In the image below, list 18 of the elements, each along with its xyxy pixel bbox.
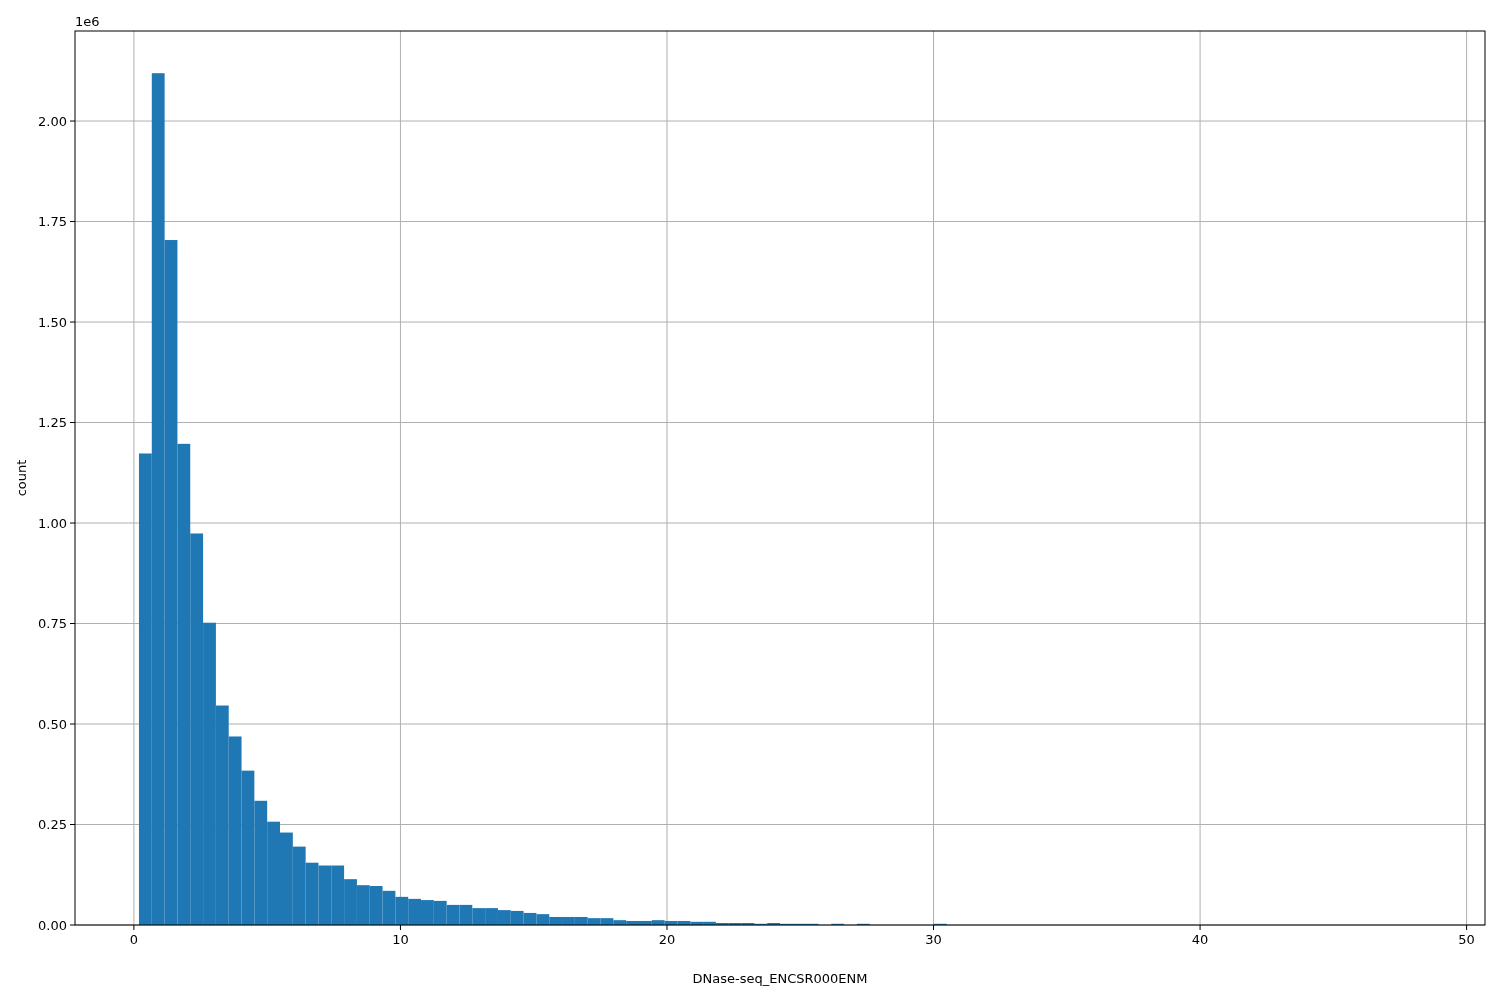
- y-tick-label: 1.50: [38, 314, 67, 330]
- x-tick-label: 40: [1191, 932, 1209, 947]
- x-tick-label: 10: [392, 932, 409, 947]
- y-tick-label: 1.25: [38, 415, 67, 431]
- x-tick-label: 30: [925, 932, 942, 947]
- y-tick-label: 2.00: [38, 113, 67, 129]
- x-tick-label: 0: [129, 932, 139, 947]
- x-tick-label: 20: [658, 932, 676, 947]
- y-tick-label: 0.50: [38, 716, 67, 732]
- y-axis-title: count: [14, 459, 29, 497]
- y-tick-label: 1.75: [38, 214, 67, 230]
- y-tick-label: 1.00: [38, 515, 67, 531]
- x-tick-label: 50: [1458, 932, 1475, 947]
- y-tick-label: 0.75: [38, 616, 67, 632]
- y-tick-label: 0.25: [38, 817, 67, 833]
- x-axis-title: DNase-seq_ENCSR000ENM: [692, 971, 868, 986]
- y-tick-label: 0.00: [38, 917, 67, 933]
- text: 1e6: [75, 14, 100, 29]
